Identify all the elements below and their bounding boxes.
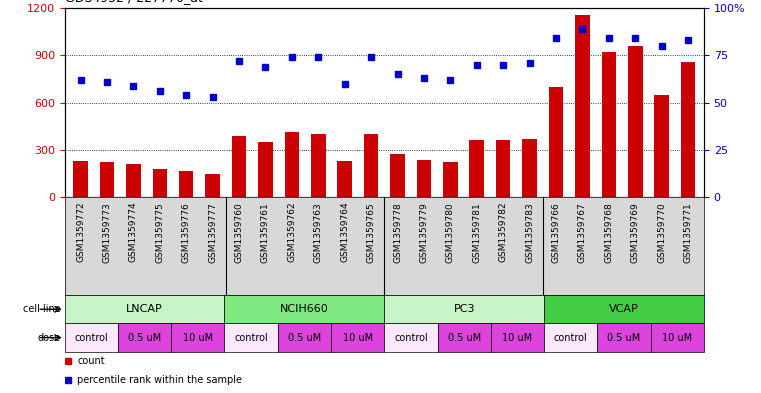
Bar	[258, 142, 272, 197]
Bar	[601, 52, 616, 197]
Bar	[384, 295, 544, 323]
Text: control: control	[75, 332, 108, 343]
Text: GSM1359771: GSM1359771	[683, 202, 693, 263]
Bar	[522, 139, 537, 197]
Text: 0.5 uM: 0.5 uM	[607, 332, 641, 343]
Bar	[65, 323, 118, 352]
Text: GSM1359767: GSM1359767	[578, 202, 587, 263]
Bar	[311, 134, 326, 197]
Text: GSM1359778: GSM1359778	[393, 202, 402, 263]
Text: GSM1359772: GSM1359772	[76, 202, 85, 263]
Bar	[681, 62, 696, 197]
Bar	[390, 154, 405, 197]
Text: control: control	[394, 332, 428, 343]
Bar	[384, 323, 438, 352]
Text: GSM1359781: GSM1359781	[473, 202, 481, 263]
Bar	[651, 323, 704, 352]
Text: NCIH660: NCIH660	[280, 304, 329, 314]
Text: GSM1359775: GSM1359775	[155, 202, 164, 263]
Bar	[575, 15, 590, 197]
Text: GSM1359761: GSM1359761	[261, 202, 270, 263]
Bar	[285, 132, 299, 197]
Bar	[364, 134, 378, 197]
Text: 0.5 uM: 0.5 uM	[447, 332, 481, 343]
Bar	[100, 162, 114, 197]
Text: GSM1359764: GSM1359764	[340, 202, 349, 263]
Text: GSM1359780: GSM1359780	[446, 202, 455, 263]
Text: GSM1359774: GSM1359774	[129, 202, 138, 263]
Text: 0.5 uM: 0.5 uM	[128, 332, 161, 343]
Text: GSM1359773: GSM1359773	[103, 202, 111, 263]
Bar	[549, 87, 563, 197]
Bar	[179, 171, 193, 197]
Text: 10 uM: 10 uM	[342, 332, 373, 343]
Bar	[152, 169, 167, 197]
Text: GSM1359760: GSM1359760	[234, 202, 244, 263]
Bar	[73, 161, 88, 197]
Text: GSM1359768: GSM1359768	[604, 202, 613, 263]
Bar	[224, 323, 278, 352]
Bar	[544, 323, 597, 352]
Bar	[232, 136, 247, 197]
Text: GDS4952 / 227770_at: GDS4952 / 227770_at	[65, 0, 202, 4]
Text: control: control	[234, 332, 268, 343]
Text: GSM1359776: GSM1359776	[182, 202, 191, 263]
Bar	[205, 174, 220, 197]
Bar	[65, 295, 224, 323]
Text: GSM1359765: GSM1359765	[367, 202, 376, 263]
Bar	[331, 323, 384, 352]
Bar	[171, 323, 224, 352]
Bar	[496, 140, 511, 197]
Text: GSM1359766: GSM1359766	[552, 202, 561, 263]
Bar	[654, 95, 669, 197]
Text: 10 uM: 10 uM	[502, 332, 533, 343]
Bar	[544, 295, 704, 323]
Bar	[118, 323, 171, 352]
Text: GSM1359770: GSM1359770	[658, 202, 666, 263]
Text: percentile rank within the sample: percentile rank within the sample	[78, 375, 243, 385]
Bar	[278, 323, 331, 352]
Bar	[126, 164, 141, 197]
Text: GSM1359777: GSM1359777	[208, 202, 217, 263]
Text: GSM1359762: GSM1359762	[288, 202, 296, 263]
Bar	[337, 161, 352, 197]
Bar	[443, 162, 457, 197]
Bar	[438, 323, 491, 352]
Text: GSM1359783: GSM1359783	[525, 202, 534, 263]
Text: count: count	[78, 356, 105, 366]
Text: dose: dose	[38, 332, 61, 343]
Text: GSM1359763: GSM1359763	[314, 202, 323, 263]
Text: GSM1359769: GSM1359769	[631, 202, 640, 263]
Bar	[417, 160, 431, 197]
Bar	[628, 46, 642, 197]
Text: 10 uM: 10 uM	[183, 332, 213, 343]
Bar	[491, 323, 544, 352]
Bar	[597, 323, 651, 352]
Text: VCAP: VCAP	[609, 304, 639, 314]
Bar	[470, 140, 484, 197]
Text: GSM1359779: GSM1359779	[419, 202, 428, 263]
Text: control: control	[554, 332, 587, 343]
Text: GSM1359782: GSM1359782	[498, 202, 508, 263]
Text: PC3: PC3	[454, 304, 475, 314]
Text: 10 uM: 10 uM	[662, 332, 693, 343]
Text: cell line: cell line	[23, 304, 61, 314]
Text: LNCAP: LNCAP	[126, 304, 163, 314]
Text: 0.5 uM: 0.5 uM	[288, 332, 321, 343]
Bar	[224, 295, 384, 323]
